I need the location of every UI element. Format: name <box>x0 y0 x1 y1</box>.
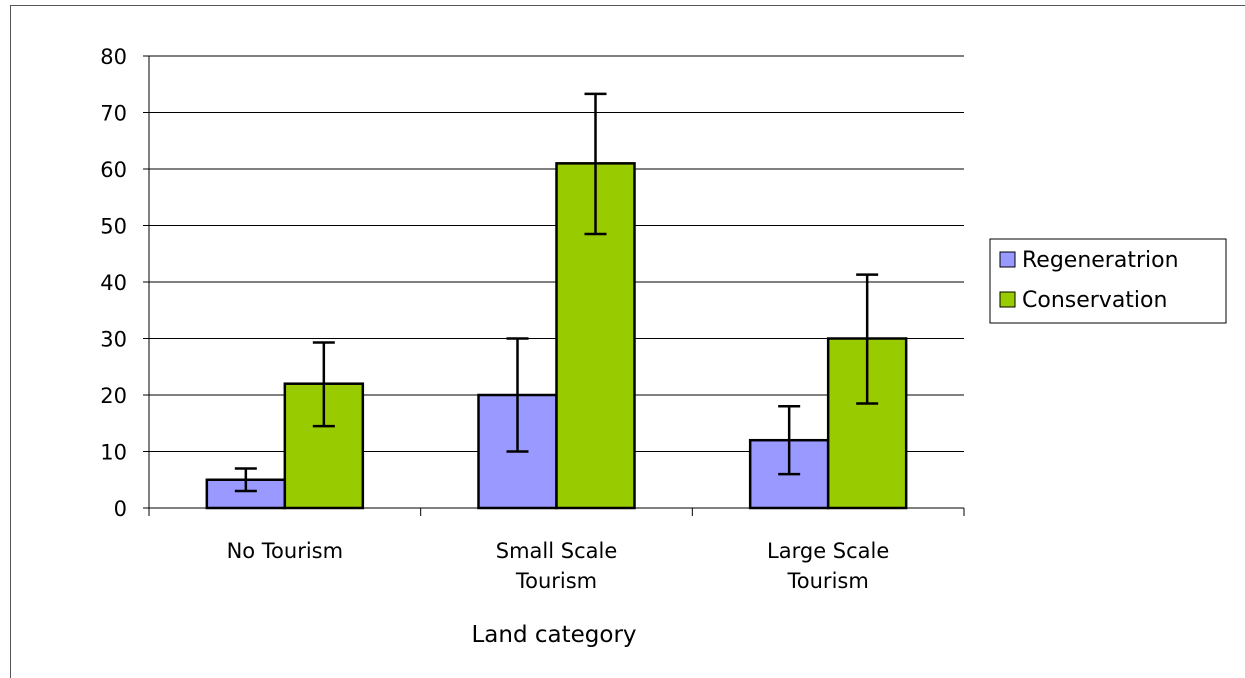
error-bars <box>234 92 879 493</box>
bars <box>205 162 908 510</box>
legend: Regeneratrion Conservation <box>989 238 1227 324</box>
legend-label: Conservation <box>1022 288 1167 313</box>
y-tick-label: 50 <box>100 215 127 239</box>
x-tick-labels: No Tourism Small Scale Tourism Large Scale T… <box>227 539 890 593</box>
x-tick-label: Small Scale Tourism <box>496 539 618 593</box>
legend-swatch <box>999 291 1016 308</box>
legend-swatch <box>999 251 1016 268</box>
x-axis-title: Land category <box>471 622 636 648</box>
y-tick-label: 40 <box>100 271 127 295</box>
y-tick-label: 10 <box>100 441 127 465</box>
y-tick-label: 70 <box>100 102 127 126</box>
legend-label: Regeneratrion <box>1022 248 1179 273</box>
x-tick-label: No Tourism <box>227 539 344 563</box>
x-tick-label: Large Scale Tourism <box>767 539 889 593</box>
y-tick-label: 0 <box>114 497 127 521</box>
y-tick-label: 60 <box>100 158 127 182</box>
axes <box>143 55 965 516</box>
y-tick-label: 20 <box>100 384 127 408</box>
y-tick-label: 30 <box>100 328 127 352</box>
y-tick-label: 80 <box>100 45 127 69</box>
y-tick-labels: 0 10 20 30 40 50 60 70 80 <box>100 45 127 521</box>
legend-box <box>989 238 1227 324</box>
